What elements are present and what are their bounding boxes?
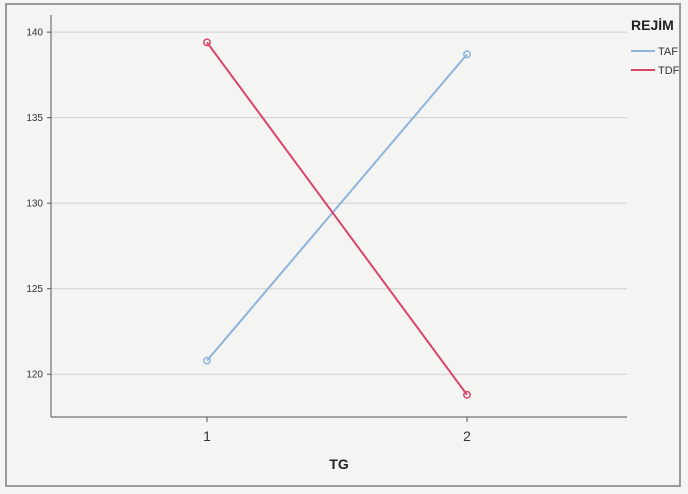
- y-tick-label-125: 125: [26, 284, 43, 295]
- x-tick-label-2: 2: [463, 428, 471, 444]
- point-tdf-2: [463, 390, 471, 399]
- y-tick-label-135: 135: [26, 113, 43, 124]
- y-tick-label-120: 120: [26, 370, 43, 381]
- legend-label-tdf: TDF: [658, 65, 680, 77]
- series-lines: [203, 38, 471, 399]
- y-tick-labels: 120 125 130 135 140: [26, 28, 51, 381]
- axes: [50, 15, 627, 418]
- point-taf-2: [463, 50, 471, 59]
- legend-label-taf: TAF: [658, 46, 678, 58]
- y-tick-label-130: 130: [26, 199, 43, 210]
- legend-title: REJİM: [631, 17, 674, 33]
- x-tick-label-1: 1: [203, 428, 211, 444]
- point-tdf-1: [203, 38, 211, 47]
- series-line-taf: [206, 53, 468, 362]
- series-line-tdf: [206, 41, 468, 396]
- gridlines: [51, 31, 627, 375]
- x-axis-label: TG: [329, 456, 349, 472]
- y-tick-label-140: 140: [26, 28, 43, 39]
- point-taf-1: [203, 356, 211, 365]
- legend: REJİM TAF TDF: [631, 17, 680, 77]
